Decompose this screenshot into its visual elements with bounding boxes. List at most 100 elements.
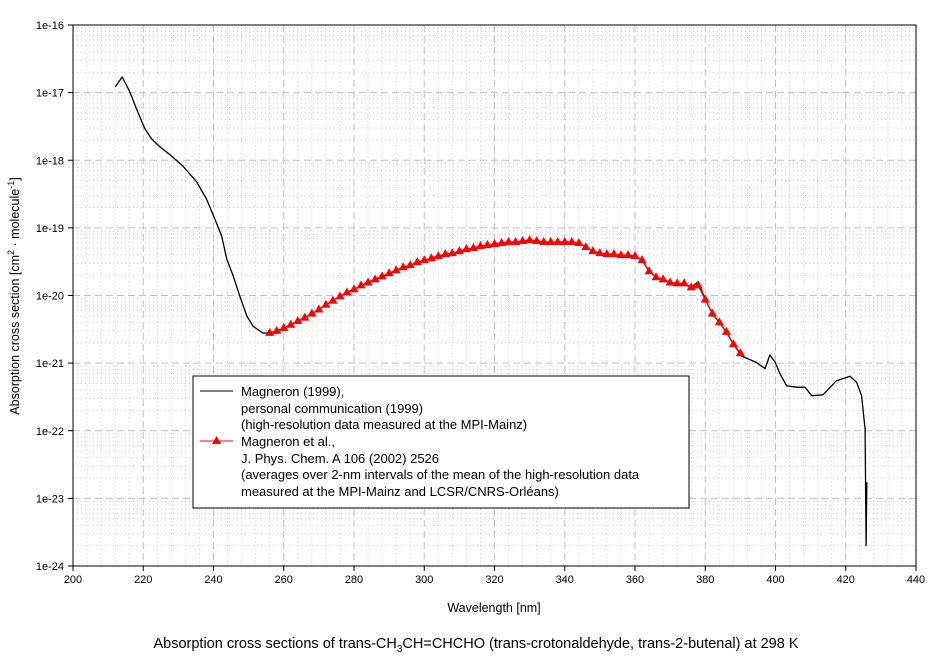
data-point-triangle (490, 239, 499, 248)
x-tick-label: 220 (134, 574, 152, 586)
x-tick-label: 240 (204, 574, 222, 586)
data-point-triangle (630, 251, 640, 260)
chart-title: Absorption cross sections of trans-CH3CH… (153, 636, 798, 655)
data-point-triangle (447, 248, 457, 257)
legend-swatch-red-triangle (212, 436, 221, 444)
data-point-triangle (356, 280, 366, 289)
data-point-triangle (504, 237, 514, 246)
data-point-triangle (665, 277, 675, 286)
y-tick-label: 1e-24 (36, 561, 64, 573)
data-point-triangle (307, 308, 317, 317)
data-point-triangle (700, 294, 710, 303)
axis-ticks: 200 220 240 260 280 300 320 340 360 380 400 420 440 1… (36, 20, 925, 586)
legend-entry-2-line-4: measured at the MPI-Mainz and LCSR/CNRS-… (241, 484, 559, 499)
legend-entry-1-line-2: personal communication (1999) (241, 401, 423, 416)
x-axis-label: Wavelength [nm] (447, 601, 540, 615)
y-tick-label: 1e-19 (36, 223, 64, 235)
data-point-triangle (328, 295, 338, 304)
data-point-triangle (419, 255, 429, 264)
data-point-triangle (497, 238, 507, 247)
data-point-triangle (567, 237, 577, 246)
y-axis-label-part: · molecule (8, 189, 22, 250)
y-tick-label: 1e-16 (36, 20, 64, 32)
data-point-triangle (265, 327, 275, 336)
data-point-triangle (546, 237, 556, 246)
data-point-triangle (370, 274, 380, 283)
data-point-triangle (735, 348, 745, 357)
legend-box (192, 375, 690, 509)
data-point-triangle (398, 262, 408, 271)
data-point-triangle (721, 326, 731, 335)
data-point-triangle (672, 278, 682, 287)
x-tick-label: 300 (415, 574, 433, 586)
x-tick-label: 200 (64, 574, 82, 586)
data-point-triangle (468, 243, 478, 252)
data-point-triangle (595, 248, 605, 257)
title-subscript: 3 (397, 644, 403, 655)
title-part: Absorption cross sections of trans-CH (153, 636, 396, 652)
data-point-triangle (693, 280, 703, 289)
data-point-triangle (377, 271, 387, 280)
data-point-triangle (623, 250, 633, 259)
data-point-triangle (342, 287, 352, 296)
y-tick-label: 1e-20 (36, 291, 64, 303)
y-axis-label-part: Absorption cross section [cm (8, 255, 22, 415)
data-point-triangle (686, 282, 696, 291)
data-point-triangle (363, 277, 373, 286)
data-point-triangle (321, 299, 331, 308)
data-point-triangle (658, 274, 668, 283)
x-tick-label: 320 (485, 574, 503, 586)
x-tick-label: 380 (696, 574, 714, 586)
data-point-triangle (349, 284, 359, 293)
data-point-triangle (588, 246, 598, 255)
data-point-triangle (574, 238, 584, 247)
data-point-triangle (433, 251, 443, 260)
data-point-triangle (602, 249, 612, 258)
data-point-triangle (525, 234, 535, 243)
data-point-triangle (707, 308, 717, 317)
x-tick-label: 280 (345, 574, 363, 586)
series-layer (114, 76, 868, 547)
y-tick-label: 1e-21 (36, 358, 64, 370)
data-point-triangle (335, 291, 345, 300)
title-part: CH=CHCHO (trans-crotonaldehyde, trans-2-… (402, 636, 798, 652)
data-point-triangle (581, 242, 591, 251)
data-point-triangle (511, 237, 521, 246)
x-tick-label: 360 (626, 574, 644, 586)
data-point-triangle (560, 237, 570, 246)
data-point-triangle (714, 317, 724, 326)
data-point-triangle (440, 249, 450, 258)
legend-entry-2-line-1: Magneron et al., (241, 434, 335, 449)
y-tick-label: 1e-17 (36, 88, 64, 100)
data-point-triangle (539, 237, 549, 246)
data-point-triangle (391, 265, 401, 274)
data-point-triangle (454, 246, 464, 255)
y-axis-label-part: ] (8, 177, 22, 180)
data-point-triangle (286, 319, 296, 328)
data-point-triangle (300, 312, 310, 321)
x-tick-label: 440 (907, 574, 925, 586)
y-axis-label-sup: -1 (6, 181, 16, 189)
data-point-triangle (616, 250, 626, 259)
y-tick-label: 1e-23 (36, 493, 64, 505)
y-tick-label: 1e-18 (36, 155, 64, 167)
data-point-triangle (475, 241, 485, 250)
x-tick-label: 340 (556, 574, 574, 586)
data-point-triangle (679, 278, 689, 287)
data-point-triangle (384, 268, 394, 277)
legend-entry-2-line-3: (averages over 2-nm intervals of the mea… (241, 467, 640, 482)
data-point-triangle (272, 325, 282, 334)
y-axis-label-sup: 2 (6, 250, 16, 255)
data-point-triangle (651, 272, 661, 281)
legend-entry-2-line-2: J. Phys. Chem. A 106 (2002) 2526 (241, 451, 439, 466)
legend: Magneron (1999), personal communication … (192, 375, 690, 509)
data-point-triangle (728, 339, 738, 348)
data-point-triangle (482, 240, 492, 249)
legend-entry-1-line-3: (high-resolution data measured at the MP… (241, 417, 527, 432)
data-point-triangle (426, 253, 436, 262)
data-point-triangle (412, 257, 422, 266)
data-point-triangle (532, 235, 542, 244)
data-point-triangle (637, 255, 647, 264)
data-point-triangle (644, 266, 654, 275)
